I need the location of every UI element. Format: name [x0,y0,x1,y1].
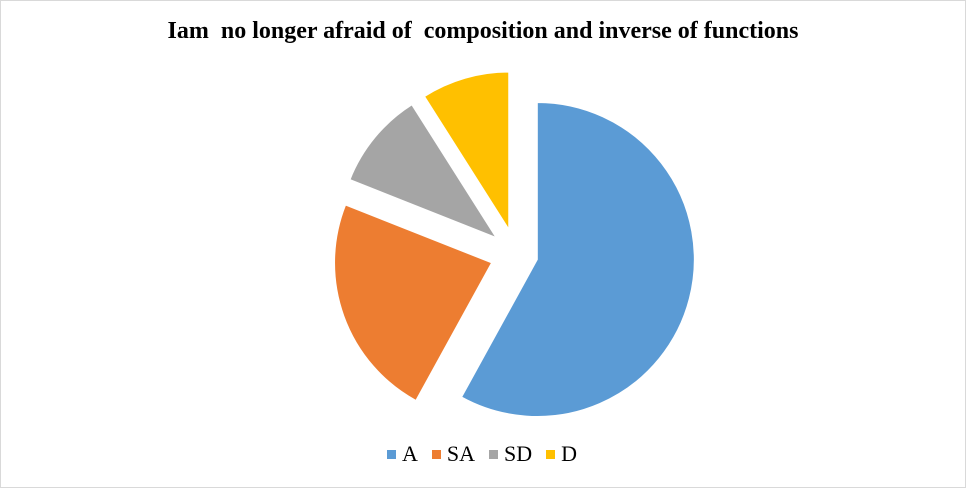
pie-slice-sd [349,104,498,239]
legend-item-sd: SD [489,441,532,467]
legend-item-d: D [546,441,577,467]
chart-title: Iam no longer afraid of composition and … [167,18,799,44]
pie-slice-sa [334,204,493,402]
legend-swatch [431,449,441,459]
pie-slice-d [423,71,510,231]
legend-label: A [401,441,418,466]
legend-label: D [561,441,578,466]
legend-swatch [546,449,556,459]
legend-label: SA [446,441,475,466]
legend-swatch [489,449,498,459]
legend-item-sa: SA [431,441,475,467]
legend-item-a: A [386,441,418,467]
legend: A SA SD D [0,441,964,467]
pie-slice-a [460,101,695,417]
legend-swatch [386,449,396,459]
legend-label: SD [504,441,533,466]
